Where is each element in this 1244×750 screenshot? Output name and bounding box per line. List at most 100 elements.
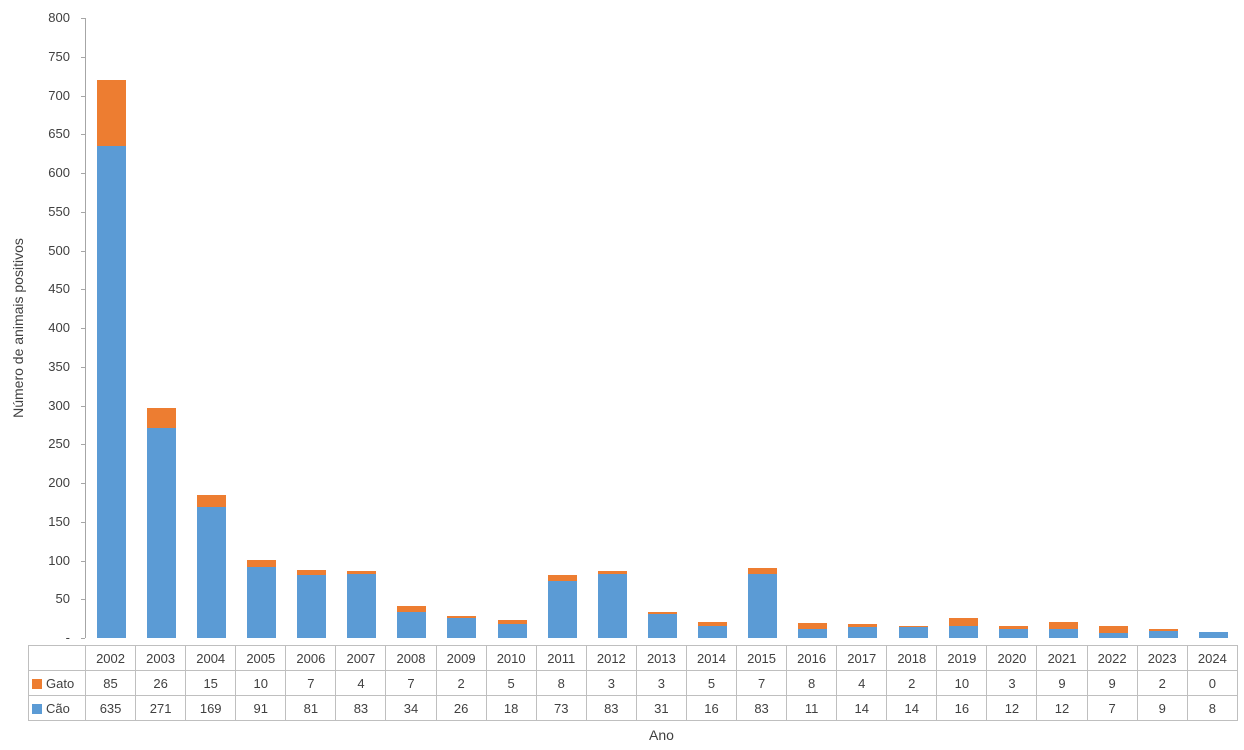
bar-column-2003: [136, 18, 186, 638]
bar-segment-cao: [196, 507, 226, 638]
bar-stack: [246, 18, 276, 638]
y-tick-mark: [81, 638, 85, 639]
bar-segment-cao: [1048, 628, 1078, 638]
bar-stack: [1149, 18, 1179, 638]
year-header-cell: 2007: [335, 645, 387, 671]
bar-stack: [898, 18, 928, 638]
bar-column-2011: [537, 18, 587, 638]
legend-swatch-icon: [32, 703, 42, 714]
bar-segment-gato: [547, 575, 577, 582]
bar-stack: [297, 18, 327, 638]
y-tick-label: 150: [48, 513, 70, 529]
value-cell: 169: [185, 695, 237, 721]
value-cell: 81: [285, 695, 337, 721]
bar-segment-cao: [96, 145, 126, 638]
value-cell: 34: [385, 695, 437, 721]
value-cell: 83: [736, 695, 788, 721]
bar-stack: [597, 18, 627, 638]
bar-segment-gato: [146, 407, 176, 428]
bar-column-2010: [487, 18, 537, 638]
value-cell: 9: [1036, 670, 1088, 696]
bar-column-2019: [938, 18, 988, 638]
bar-segment-gato: [597, 571, 627, 574]
y-tick-mark: [81, 483, 85, 484]
value-cell: 26: [435, 695, 487, 721]
bar-stack: [347, 18, 377, 638]
table-row-years: 2002 2003 2004 2005 2006 2007 2008 2009 2010 2011…: [28, 645, 1239, 671]
year-header-cell: 2015: [736, 645, 788, 671]
value-cell: 10: [235, 670, 287, 696]
bar-segment-gato: [998, 626, 1028, 629]
bar-column-2014: [688, 18, 738, 638]
bar-segment-gato: [347, 570, 377, 574]
y-tick-label: 500: [48, 242, 70, 258]
value-cell: 8: [535, 670, 587, 696]
value-cell: 5: [485, 670, 537, 696]
bar-column-2020: [988, 18, 1038, 638]
bar-segment-gato: [948, 617, 978, 626]
bar-segment-gato: [698, 621, 728, 626]
legend-cell-gato: Gato: [28, 670, 86, 696]
bar-column-2021: [1038, 18, 1088, 638]
bar-segment-gato: [497, 620, 527, 625]
year-header-cell: 2017: [836, 645, 888, 671]
value-cell: 7: [285, 670, 337, 696]
year-header-cell: 2021: [1036, 645, 1088, 671]
year-header-cell: 2014: [685, 645, 738, 671]
value-cell: 0: [1186, 670, 1239, 696]
legend-label: Cão: [46, 700, 70, 716]
bar-segment-cao: [246, 567, 276, 638]
bar-stack: [998, 18, 1028, 638]
value-cell: 26: [135, 670, 187, 696]
bar-column-2004: [186, 18, 236, 638]
y-tick-label: 200: [48, 475, 70, 490]
bar-segment-cao: [848, 627, 878, 638]
bar-stack: [497, 18, 527, 638]
bar-column-2012: [587, 18, 637, 638]
value-cell: 7: [385, 670, 437, 696]
value-cell: 12: [986, 695, 1038, 721]
bar-segment-cao: [1099, 632, 1129, 638]
value-cell: 7: [736, 670, 788, 696]
bar-stack: [798, 18, 828, 638]
bar-segment-gato: [1099, 625, 1129, 633]
y-tick-label: 450: [48, 281, 70, 297]
bar-stack: [146, 18, 176, 638]
y-tick-mark: [81, 250, 85, 252]
y-tick-label: 300: [48, 397, 70, 413]
bar-segment-gato: [1149, 629, 1179, 632]
table-body: 2002 2003 2004 2005 2006 2007 2008 2009 2010 2011…: [28, 645, 1239, 721]
bar-segment-cao: [146, 427, 176, 638]
value-cell: 7: [1086, 695, 1138, 721]
value-cell: 9: [1086, 670, 1138, 696]
table-row-cao: Cão 635 271 169 91 81 83 34 26 18 73 83 31 16 83 11 14 14…: [28, 695, 1239, 721]
y-tick-mark: [81, 173, 85, 174]
year-header-cell: 2008: [385, 645, 437, 671]
value-cell: 15: [185, 670, 237, 696]
value-cell: 5: [685, 670, 738, 696]
bar-column-2016: [788, 18, 838, 638]
x-axis-title: Ano: [649, 727, 674, 743]
y-tick-mark: [81, 405, 85, 407]
year-header-cell: 2004: [185, 645, 237, 671]
value-cell: 16: [936, 695, 988, 721]
y-tick-mark: [81, 366, 85, 368]
y-tick-label: 650: [48, 126, 70, 142]
bar-column-2002: [86, 18, 136, 638]
value-cell: 91: [235, 695, 287, 721]
y-tick-mark: [81, 521, 85, 523]
bar-column-2005: [236, 18, 286, 638]
value-cell: 2: [435, 670, 487, 696]
bar-segment-gato: [898, 625, 928, 628]
table-row-gato: Gato 85 26 15 10 7 4 7 2 5 8 3 3 5 7 8 4 2 10 3 9 9 2 0: [28, 670, 1239, 696]
bar-stack: [948, 18, 978, 638]
bar-segment-cao: [547, 581, 577, 638]
bar-segment-cao: [1149, 631, 1179, 638]
bar-column-2008: [387, 18, 437, 638]
y-tick-mark: [81, 211, 85, 213]
year-header-cell: 2011: [535, 645, 587, 671]
bar-column-2007: [337, 18, 387, 638]
y-tick-mark: [81, 560, 85, 562]
bar-stack: [397, 18, 427, 638]
